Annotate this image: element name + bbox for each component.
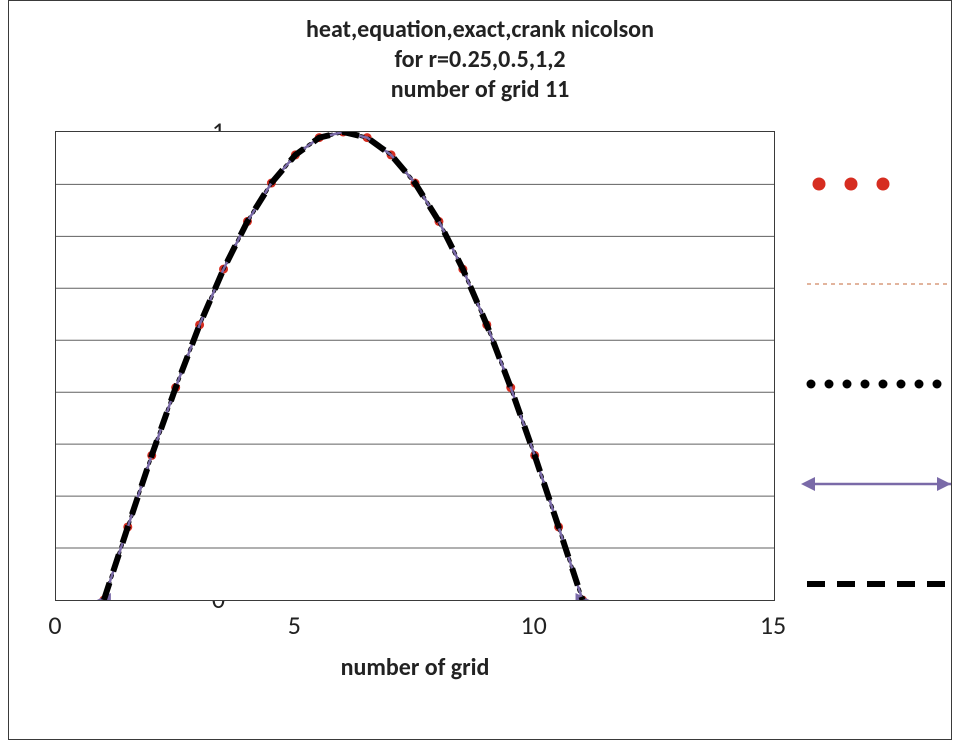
- legend-entry-orange-dashed-thin: [801, 264, 951, 304]
- legend-entry-red-dots: [801, 164, 951, 204]
- title-line-2: for r=0.25,0.5,1,2: [9, 45, 951, 75]
- plot-area: [55, 131, 775, 601]
- chart-container: heat,equation,exact,crank nicolson for r…: [8, 0, 952, 740]
- chart-title: heat,equation,exact,crank nicolson for r…: [9, 15, 951, 105]
- x-tick: 0: [48, 609, 61, 641]
- title-line-3: number of grid 11: [9, 75, 951, 105]
- x-tick: 5: [288, 609, 301, 641]
- x-tick: 15: [760, 609, 786, 641]
- legend-entry-black-dashed-thick: [801, 564, 951, 604]
- title-line-1: heat,equation,exact,crank nicolson: [9, 15, 951, 45]
- x-tick: 10: [520, 609, 546, 641]
- plot-svg: [56, 132, 774, 600]
- legend-entry-purple-endmarkers: [801, 464, 951, 504]
- legend: [801, 164, 951, 604]
- page-root: heat,equation,exact,crank nicolson for r…: [0, 0, 960, 750]
- x-axis-title: number of grid: [55, 653, 775, 682]
- legend-entry-black-dotted: [801, 364, 951, 404]
